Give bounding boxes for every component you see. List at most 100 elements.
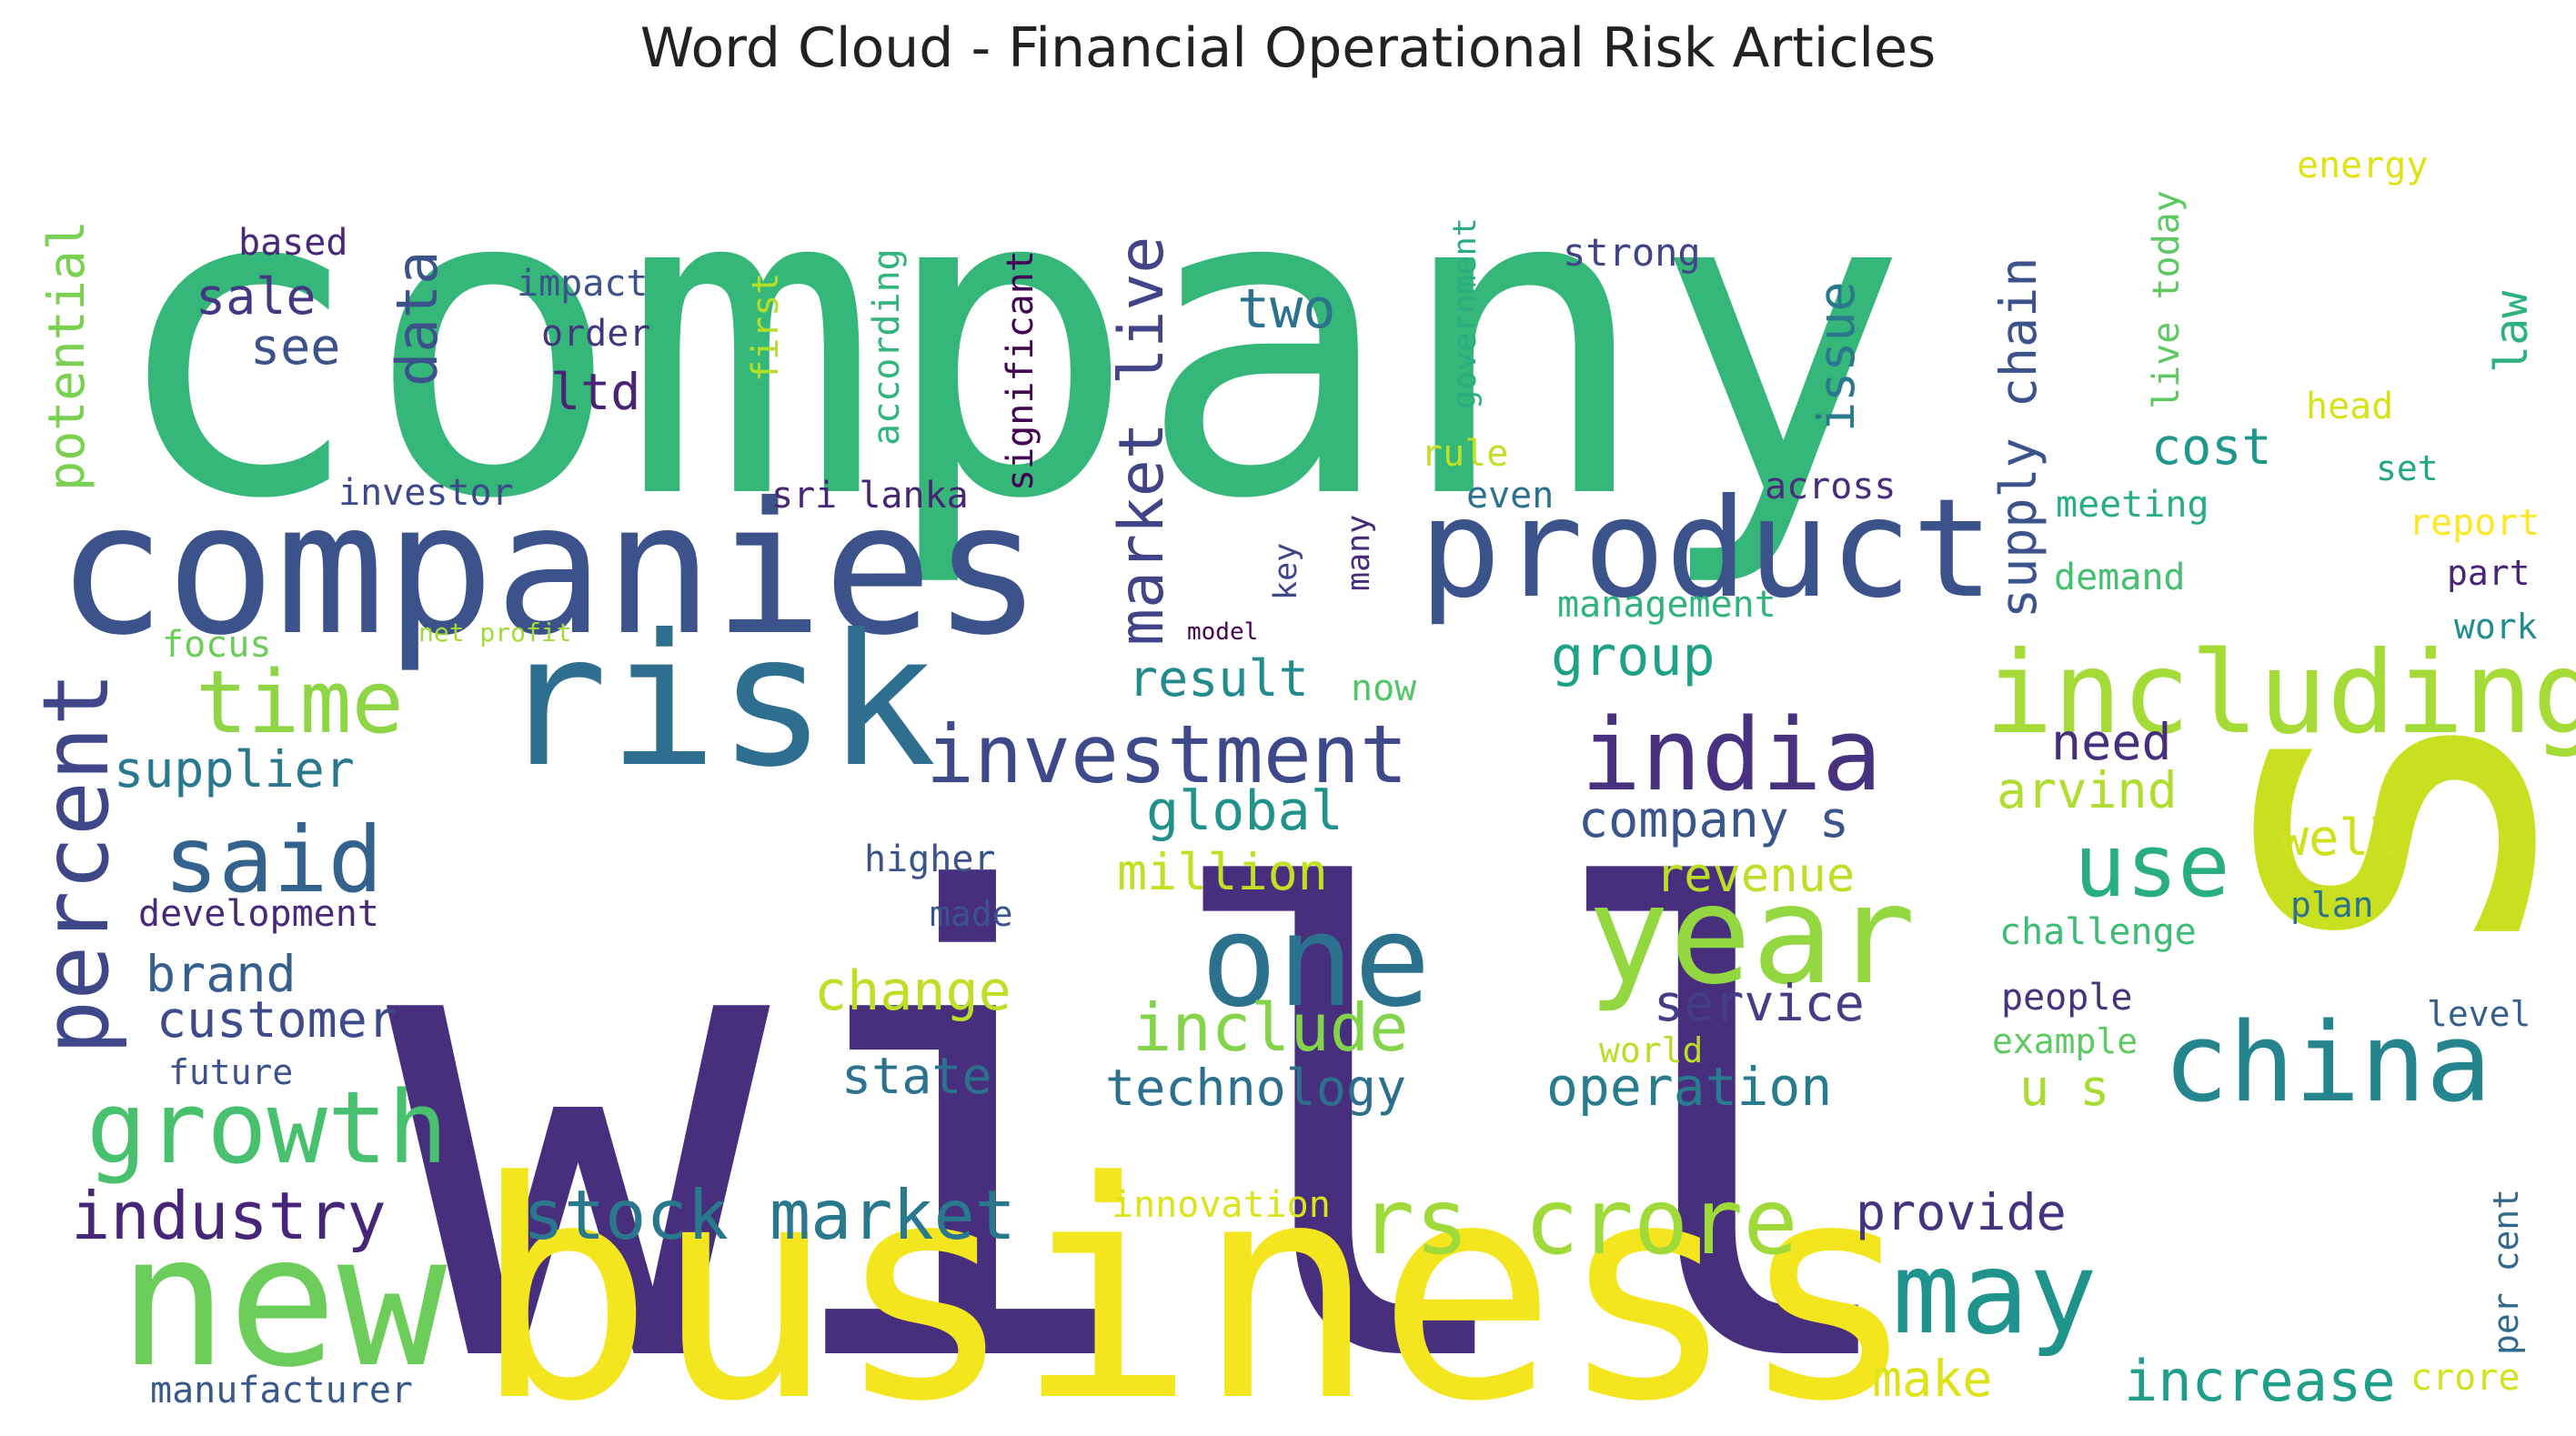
word-change: change: [814, 959, 1011, 1023]
word-net-profit: net profit: [418, 618, 572, 648]
word-company: company: [107, 95, 1909, 592]
word-supply-chain: supply chain: [1989, 257, 2048, 618]
word-product: product: [1419, 470, 1994, 628]
word-challenge: challenge: [1999, 911, 2197, 953]
word-meeting: meeting: [2056, 484, 2209, 526]
word-based: based: [238, 222, 347, 264]
word-year: year: [1587, 857, 1916, 1015]
word-increase: increase: [2124, 1348, 2396, 1414]
word-example: example: [1992, 1021, 2138, 1061]
word-supplier: supplier: [114, 740, 355, 798]
word-india: india: [1581, 697, 1882, 813]
word-china: china: [2163, 1000, 2491, 1127]
word-work: work: [2454, 607, 2538, 647]
word-issue: issue: [1807, 281, 1866, 432]
word-set: set: [2376, 448, 2439, 488]
word-include: include: [1132, 989, 1408, 1066]
word-management: management: [1557, 584, 1776, 626]
word-sri-lanka: sri lanka: [771, 475, 969, 517]
word-development: development: [138, 893, 379, 935]
word-impact: impact: [517, 263, 649, 305]
word-future: future: [168, 1052, 293, 1092]
word-market-live: market live: [1106, 236, 1178, 646]
chart-title: Word Cloud - Financial Operational Risk …: [639, 16, 1937, 80]
word-well: well: [2279, 808, 2399, 867]
word-u-s: u s: [2019, 1059, 2109, 1117]
word-made: made: [930, 894, 1013, 934]
word-energy: energy: [2297, 145, 2429, 186]
word-see: see: [250, 317, 340, 376]
word-rule: rule: [1421, 433, 1508, 475]
word-s: s: [2074, 687, 2576, 982]
word-said: said: [164, 807, 383, 913]
word-risk: risk: [498, 596, 937, 808]
word-world: world: [1599, 1030, 1703, 1070]
word-potential: potential: [37, 220, 96, 491]
word-customer: customer: [156, 990, 397, 1049]
word-focus: focus: [162, 624, 271, 666]
word-operation: operation: [1546, 1056, 1832, 1118]
word-million: million: [1117, 843, 1328, 901]
word-growth: growth: [86, 1069, 448, 1186]
word-people: people: [2001, 977, 2133, 1019]
word-company-s: company s: [1578, 790, 1849, 849]
word-investment: investment: [926, 708, 1408, 801]
word-provide: provide: [1856, 1183, 2067, 1241]
word-significant: significant: [1000, 250, 1041, 491]
word-law: law: [2485, 290, 2538, 373]
word-percent: percent: [23, 672, 129, 1055]
word-crore: crore: [2410, 1357, 2520, 1399]
word-first: first: [745, 273, 787, 382]
word-group: group: [1551, 625, 1716, 688]
word-global: global: [1146, 779, 1343, 843]
word-even: even: [1466, 475, 1554, 517]
word-manufacturer: manufacturer: [150, 1370, 413, 1411]
word-data: data: [384, 251, 450, 387]
word-will: will: [387, 763, 1920, 1436]
word-head: head: [2306, 386, 2393, 427]
word-sale: sale: [196, 267, 316, 326]
word-service: service: [1654, 974, 1865, 1032]
word-cost: cost: [2151, 417, 2271, 476]
word-use: use: [2074, 817, 2230, 917]
word-stock-market: stock market: [523, 1175, 1016, 1255]
word-across: across: [1765, 466, 1897, 507]
word-live-today: live today: [2146, 190, 2188, 409]
word-order: order: [541, 313, 650, 355]
word-level: level: [2427, 994, 2531, 1034]
word-one: one: [1201, 888, 1431, 1036]
word-strong: strong: [1563, 230, 1701, 275]
word-two: two: [1237, 277, 1335, 341]
word-need: need: [2051, 713, 2171, 771]
word-model: model: [1187, 618, 1258, 646]
word-revenue: revenue: [1655, 849, 1855, 903]
word-new: new: [118, 1196, 448, 1408]
word-plan: plan: [2290, 885, 2374, 925]
word-demand: demand: [2054, 557, 2186, 598]
word-technology: technology: [1105, 1059, 1406, 1117]
word-may: may: [1892, 1228, 2098, 1360]
word-innovation: innovation: [1112, 1184, 1331, 1226]
word-investor: investor: [338, 472, 514, 514]
word-brand: brand: [146, 945, 297, 1003]
word-many: many: [1341, 515, 1377, 591]
word-including: including: [1985, 628, 2576, 759]
word-state: state: [841, 1047, 992, 1105]
word-business: business: [473, 1118, 1918, 1436]
word-result: result: [1128, 649, 1309, 708]
word-ltd: ltd: [550, 363, 640, 421]
word-higher: higher: [864, 839, 996, 880]
word-part: part: [2447, 553, 2531, 593]
word-arvind: arvind: [1997, 761, 2178, 819]
word-rs-crore: rs crore: [1360, 1169, 1798, 1275]
word-report: report: [2409, 502, 2541, 544]
word-now: now: [1351, 668, 1417, 709]
word-time: time: [196, 653, 404, 753]
word-according: according: [866, 248, 908, 446]
word-government: government: [1447, 217, 1484, 409]
word-per-cent: per cent: [2486, 1189, 2526, 1355]
word-make: make: [1872, 1350, 1992, 1408]
word-companies: companies: [56, 464, 1042, 676]
